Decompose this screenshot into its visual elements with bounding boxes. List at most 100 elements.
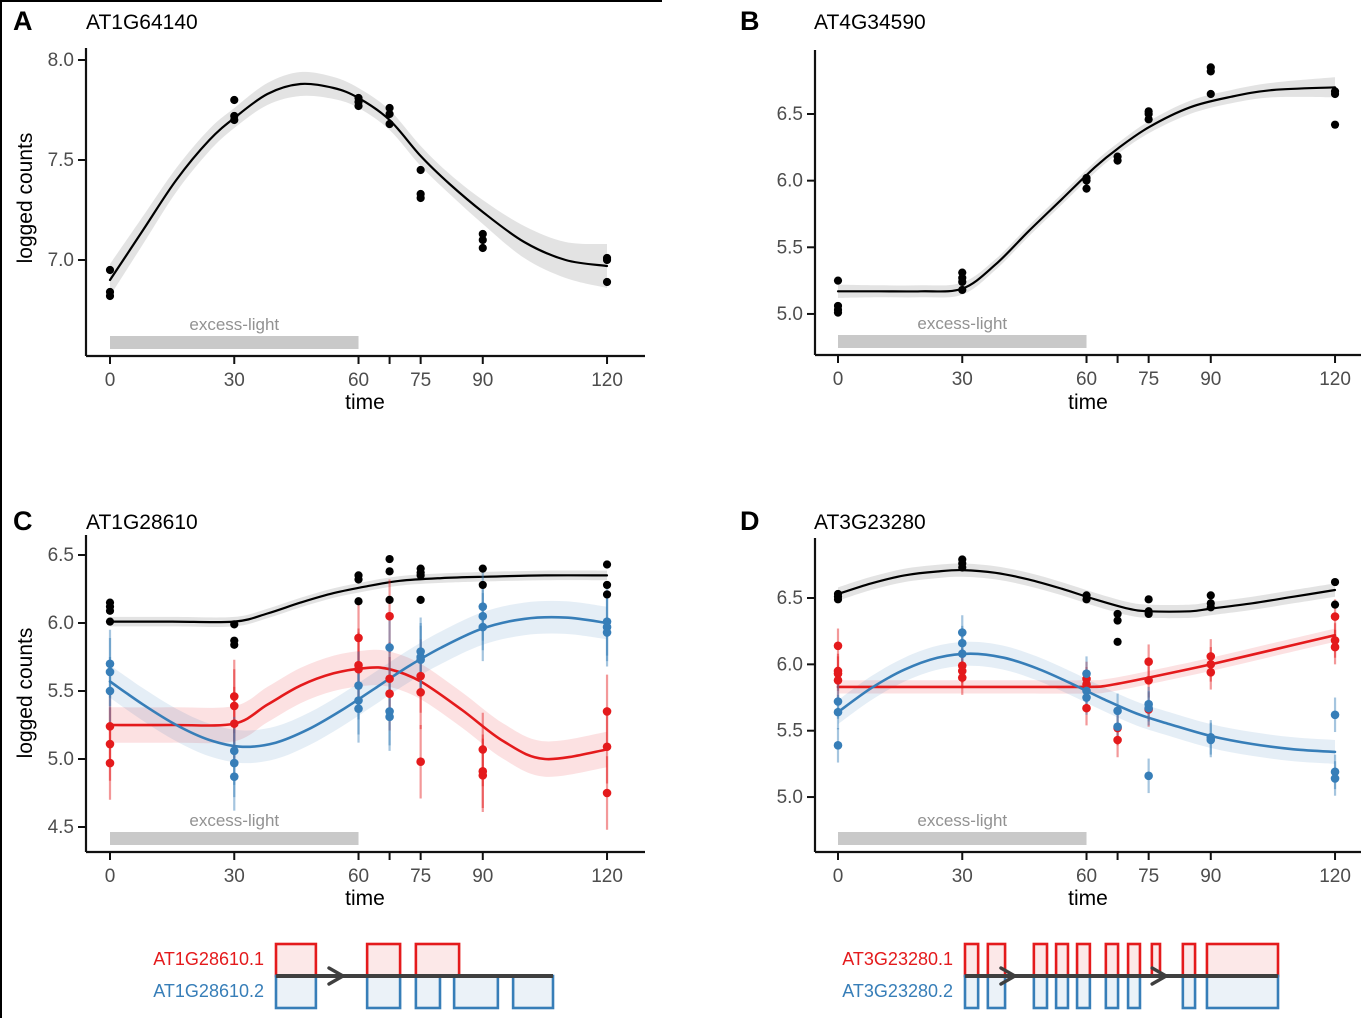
screenshot-left-edge xyxy=(0,0,2,1018)
data-point xyxy=(230,95,239,105)
data-point xyxy=(1206,603,1215,612)
data-point xyxy=(833,276,843,285)
x-tick-label: 30 xyxy=(952,866,973,887)
data-point xyxy=(1144,657,1153,666)
data-point xyxy=(230,115,239,125)
stress-bar xyxy=(838,832,1087,845)
x-tick-label: 90 xyxy=(1200,369,1221,390)
confidence-ribbon xyxy=(838,563,1335,619)
data-point xyxy=(1082,679,1091,689)
data-point xyxy=(602,707,612,716)
data-point xyxy=(478,229,487,239)
data-point xyxy=(958,285,967,295)
strand-arrow-icon xyxy=(999,966,1019,986)
exon-box xyxy=(986,942,1007,978)
data-point xyxy=(105,686,115,696)
y-tick-label: 5.5 xyxy=(48,681,74,702)
exon-box xyxy=(1205,942,1280,978)
x-tick-label: 0 xyxy=(833,866,844,887)
data-point xyxy=(385,103,394,113)
data-point xyxy=(478,564,487,573)
fitted-curve xyxy=(108,82,609,282)
y-axis-label-c: logged counts xyxy=(14,627,37,759)
data-point xyxy=(478,243,487,253)
data-point xyxy=(1330,710,1340,720)
data-point xyxy=(1082,686,1091,696)
data-point xyxy=(1113,616,1122,625)
data-point xyxy=(833,641,843,651)
stress-label: excess-light xyxy=(189,811,279,830)
exon-box xyxy=(365,974,402,1010)
data-point xyxy=(478,235,487,245)
data-point xyxy=(354,101,363,111)
data-point xyxy=(354,597,363,606)
data-point xyxy=(354,575,363,584)
data-point xyxy=(1113,156,1122,165)
transcript-label-at1g28610-1: AT1G28610.1 xyxy=(153,949,264,969)
x-tick-label: 90 xyxy=(472,866,493,887)
data-point xyxy=(385,611,394,621)
data-point xyxy=(1330,774,1340,783)
confidence-ribbon xyxy=(110,649,607,777)
stress-label: excess-light xyxy=(189,315,279,334)
fitted-curve xyxy=(836,568,1337,613)
exon-box xyxy=(274,974,318,1010)
data-point xyxy=(478,622,488,632)
data-point xyxy=(1113,735,1122,745)
x-tick-label: 30 xyxy=(952,369,973,390)
data-point xyxy=(105,722,115,731)
stress-bar xyxy=(110,832,359,845)
data-point xyxy=(957,673,967,682)
x-axis-label-a: time xyxy=(345,391,385,414)
panel-B: excess-light 0 30 60 75 90 120 5.0 5.5 6.0 6.5 xyxy=(777,50,1361,390)
data-point xyxy=(1206,652,1216,661)
panel-C: excess-light 0 30 60 75 90 120 4.5 5.0 5.5 6.0 6.5 xyxy=(48,535,645,887)
data-point xyxy=(230,640,239,649)
data-point xyxy=(478,745,488,754)
x-tick-label: 60 xyxy=(1076,369,1097,390)
data-point xyxy=(1206,89,1215,99)
confidence-ribbon xyxy=(110,71,607,297)
stress-label: excess-light xyxy=(917,811,1007,830)
data-point xyxy=(354,633,363,643)
data-point xyxy=(602,580,612,590)
stress-bar xyxy=(838,335,1087,348)
exon-box xyxy=(452,974,500,1010)
exon-box xyxy=(1075,974,1092,1010)
data-point xyxy=(416,688,425,697)
gene-model-AT3G23280 xyxy=(963,942,1280,1010)
transcript-label-at3g23280-2: AT3G23280.2 xyxy=(842,981,953,1001)
data-point xyxy=(833,707,843,717)
data-point xyxy=(1330,642,1340,652)
data-point xyxy=(229,758,239,768)
data-point xyxy=(478,771,488,780)
data-point xyxy=(105,667,115,677)
panel-D-axes: 0 30 60 75 90 120 5.0 5.5 6.0 6.5 xyxy=(777,538,1361,887)
data-point xyxy=(416,595,425,604)
fitted-curve xyxy=(108,574,609,624)
data-point xyxy=(1082,184,1091,193)
data-point xyxy=(602,255,612,265)
data-point xyxy=(1113,609,1122,619)
data-point xyxy=(1330,120,1340,129)
data-point xyxy=(385,595,394,604)
exon-box xyxy=(1126,974,1142,1010)
gene-model-AT1G28610 xyxy=(274,942,555,1010)
data-point xyxy=(229,772,239,781)
x-tick-label: 90 xyxy=(472,370,493,391)
transcript-label-at3g23280-1: AT3G23280.1 xyxy=(842,949,953,969)
exon-box xyxy=(1181,974,1197,1010)
exon-box xyxy=(414,974,442,1010)
exon-box xyxy=(365,942,402,978)
data-point xyxy=(416,655,425,665)
data-point xyxy=(385,554,394,564)
data-point xyxy=(833,595,843,604)
strand-arrow-icon xyxy=(1150,966,1170,986)
data-point xyxy=(1330,767,1340,777)
data-point xyxy=(1144,703,1153,713)
data-point xyxy=(602,590,612,599)
exon-box xyxy=(1075,942,1092,978)
y-tick-label: 5.0 xyxy=(777,787,803,808)
data-point xyxy=(385,119,394,129)
